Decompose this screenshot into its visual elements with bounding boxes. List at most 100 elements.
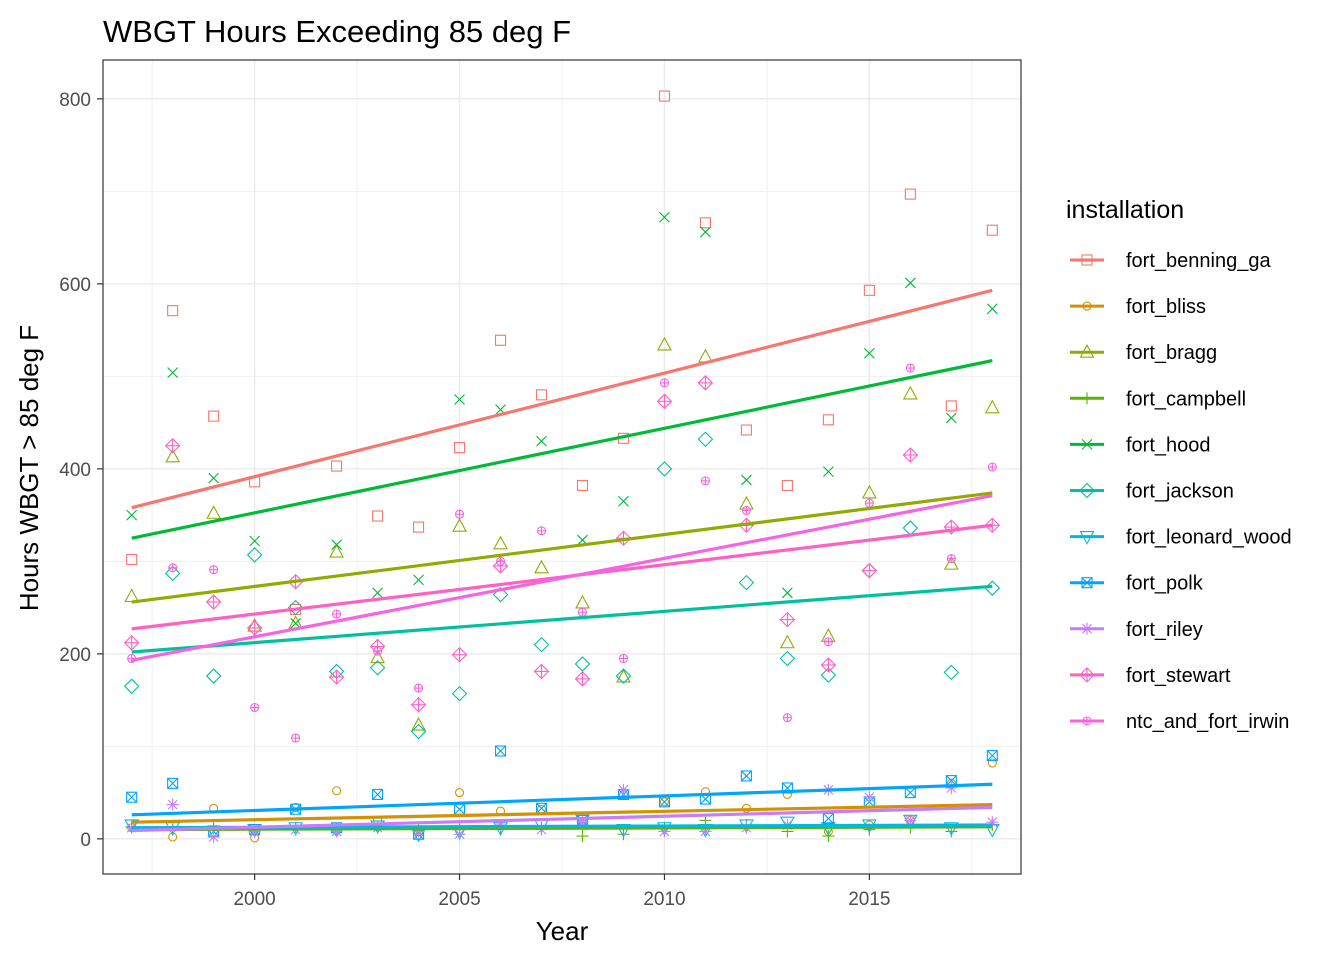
- point-ntc_and_fort_irwin: [905, 363, 915, 373]
- point-fort_bragg: [902, 385, 918, 400]
- point-fort_polk: [126, 791, 138, 803]
- point-ntc_and_fort_irwin: [454, 509, 465, 519]
- x-tick-label: 2000: [233, 889, 275, 910]
- point-fort_hood: [454, 394, 465, 405]
- point-fort_leonard_wood: [124, 819, 140, 834]
- x-axis-title: Year: [536, 916, 589, 946]
- trend-line-fort_bliss: [131, 803, 993, 824]
- point-fort_benning_ga: [740, 424, 752, 436]
- trend-line-fort_polk: [131, 782, 993, 817]
- x-tick-label: 2005: [438, 889, 480, 910]
- legend-item-fort_hood: fort_hood: [1070, 434, 1211, 456]
- point-fort_bragg: [943, 555, 959, 570]
- point-fort_polk: [822, 812, 834, 825]
- y-tick-label: 200: [59, 645, 91, 666]
- legend-key-symbol: [1079, 531, 1095, 545]
- trend-line-ntc_and_fort_irwin: [131, 494, 993, 662]
- point-fort_riley: [166, 798, 179, 811]
- y-axis-title: Hours WBGT > 85 deg F: [14, 325, 44, 611]
- point-fort_polk: [372, 788, 384, 801]
- legend-key-symbol: [1081, 439, 1093, 450]
- point-fort_jackson: [205, 668, 222, 684]
- point-fort_campbell: [822, 830, 835, 843]
- legend-key-symbol: [1079, 344, 1095, 358]
- point-ntc_and_fort_irwin: [741, 505, 751, 516]
- legend-item-fort_jackson: fort_jackson: [1070, 481, 1234, 503]
- point-fort_benning_ga: [331, 460, 343, 472]
- legend-label: ntc_and_fort_irwin: [1126, 711, 1289, 733]
- point-fort_hood: [904, 277, 916, 289]
- legend-key-symbol: [1079, 667, 1095, 683]
- y-tick-label: 0: [80, 830, 91, 851]
- point-ntc_and_fort_irwin: [536, 526, 547, 536]
- trend-line-fort_jackson: [131, 584, 993, 654]
- point-fort_bragg: [452, 518, 467, 532]
- point-fort_benning_ga: [494, 334, 507, 346]
- point-fort_stewart: [246, 620, 263, 636]
- legend-title: installation: [1066, 196, 1184, 224]
- legend-label: fort_riley: [1126, 619, 1203, 641]
- legend-item-fort_leonard_wood: fort_leonard_wood: [1070, 527, 1292, 549]
- point-fort_jackson: [697, 431, 714, 448]
- point-fort_bragg: [779, 634, 795, 649]
- point-ntc_and_fort_irwin: [700, 476, 710, 486]
- point-fort_hood: [822, 466, 834, 478]
- x-axis-ticks: 2000 2005 2010 2015: [233, 874, 891, 910]
- point-fort_polk: [740, 770, 752, 782]
- legend-label: fort_stewart: [1126, 665, 1231, 687]
- point-fort_jackson: [246, 547, 263, 563]
- point-fort_hood: [331, 539, 342, 551]
- legend-item-fort_bragg: fort_bragg: [1070, 342, 1217, 364]
- point-fort_bragg: [861, 484, 877, 499]
- point-fort_stewart: [533, 663, 550, 680]
- legend-label: fort_bliss: [1126, 296, 1206, 318]
- point-fort_jackson: [656, 461, 673, 477]
- point-fort_bragg: [984, 399, 1000, 414]
- y-tick-label: 600: [59, 275, 91, 296]
- point-fort_benning_ga: [945, 400, 957, 412]
- point-ntc_and_fort_irwin: [332, 609, 342, 619]
- point-fort_polk: [986, 750, 998, 762]
- point-fort_hood: [372, 587, 383, 599]
- point-ntc_and_fort_irwin: [577, 607, 588, 617]
- chart-title: WBGT Hours Exceeding 85 deg F: [103, 14, 571, 49]
- legend-item-ntc_and_fort_irwin: ntc_and_fort_irwin: [1070, 711, 1289, 733]
- legend-item-fort_campbell: fort_campbell: [1070, 388, 1246, 410]
- point-fort_riley: [453, 828, 466, 841]
- plot-panel-border: [102, 59, 1022, 875]
- point-fort_hood: [208, 472, 220, 484]
- point-fort_hood: [700, 226, 711, 238]
- point-fort_hood: [290, 617, 302, 629]
- trend-line-fort_bragg: [131, 491, 993, 604]
- point-fort_jackson: [451, 685, 468, 702]
- legend-label: fort_jackson: [1126, 481, 1234, 503]
- legend-label: fort_bragg: [1126, 342, 1217, 364]
- point-fort_stewart: [820, 657, 837, 673]
- y-tick-label: 800: [59, 90, 91, 111]
- x-tick-label: 2015: [848, 889, 890, 910]
- point-ntc_and_fort_irwin: [618, 653, 629, 664]
- y-axis-ticks: 0 200 400 600 800: [59, 90, 103, 851]
- point-fort_bliss: [332, 786, 342, 796]
- point-fort_hood: [863, 347, 875, 359]
- point-fort_hood: [413, 574, 424, 586]
- point-ntc_and_fort_irwin: [946, 554, 956, 564]
- point-fort_stewart: [205, 594, 222, 610]
- point-fort_bragg: [329, 543, 345, 558]
- point-fort_benning_ga: [208, 410, 220, 422]
- point-fort_jackson: [738, 574, 755, 591]
- y-tick-label: 400: [59, 460, 91, 481]
- point-fort_benning_ga: [576, 479, 589, 492]
- point-fort_stewart: [410, 696, 427, 713]
- point-fort_benning_ga: [781, 479, 793, 492]
- point-fort_bragg: [370, 649, 386, 664]
- point-ntc_and_fort_irwin: [291, 733, 301, 743]
- legend: fort_benning_ga fort_bliss fort_bragg fort_…: [1070, 250, 1292, 733]
- legend-key-symbol: [1081, 392, 1093, 405]
- point-fort_riley: [863, 791, 876, 804]
- point-fort_riley: [207, 831, 220, 843]
- point-fort_hood: [782, 587, 793, 599]
- point-fort_leonard_wood: [779, 816, 795, 831]
